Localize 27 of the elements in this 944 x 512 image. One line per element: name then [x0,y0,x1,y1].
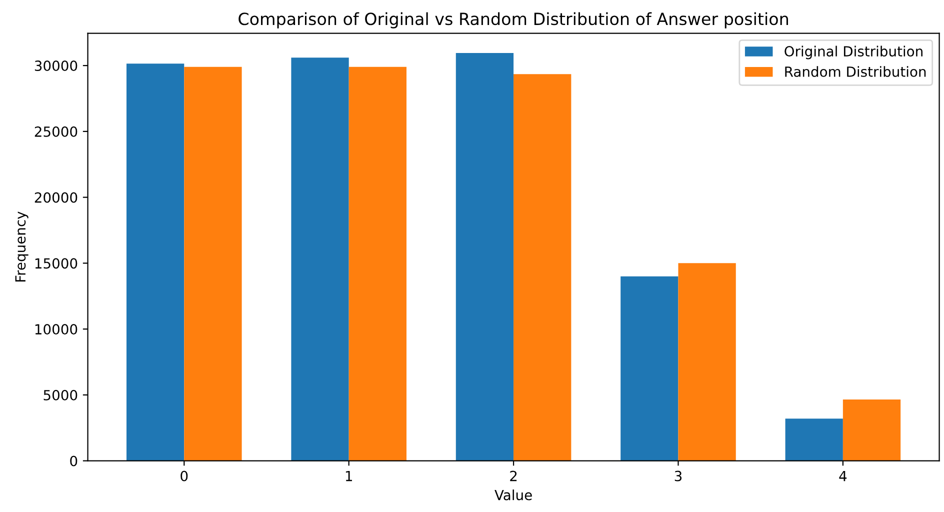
y-tick-label: 25000 [34,126,78,137]
legend-label: Original Distribution [784,46,922,60]
y-tick-label: 0 [70,456,78,466]
bar [620,276,678,461]
bar [291,58,349,461]
bar [456,53,514,461]
x-tick-label: 3 [674,470,682,482]
bar [184,66,242,461]
x-axis-title: Value [494,490,532,500]
y-tick-label: 15000 [35,258,78,269]
x-tick-label: 2 [510,470,517,482]
y-tick-label: 10000 [35,324,78,335]
bar [678,263,736,461]
y-axis-title: Frequency [15,212,28,282]
x-tick-label: 4 [839,470,847,482]
chart-title: Comparison of Original vs Random Distribution of Answer position [238,12,788,28]
y-tick-label: 5000 [44,390,78,400]
y-tick-label: 30000 [34,60,78,72]
x-tick-label: 1 [346,470,352,482]
bar [785,418,843,461]
legend-label: Random Distribution [785,66,926,77]
y-tick-label: 20000 [34,192,78,203]
bar [842,400,901,461]
bar [514,74,572,461]
bar [126,64,184,461]
x-tick-label: 0 [180,470,188,482]
bar [348,66,406,461]
